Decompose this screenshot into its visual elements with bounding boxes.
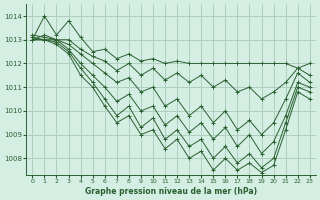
X-axis label: Graphe pression niveau de la mer (hPa): Graphe pression niveau de la mer (hPa) <box>85 187 257 196</box>
